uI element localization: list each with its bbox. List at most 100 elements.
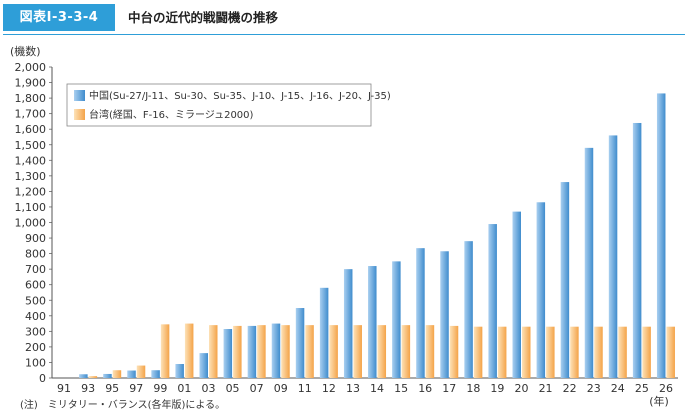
bar-taiwan xyxy=(281,325,290,378)
bar-taiwan xyxy=(112,370,122,378)
bar-china xyxy=(608,135,618,378)
x-tick-label: 13 xyxy=(346,382,360,395)
bar-china xyxy=(392,261,401,378)
source-note: (注) ミリタリー・バランス(各年版)による。 xyxy=(20,400,226,411)
y-tick-label: 2,000 xyxy=(15,61,47,74)
bar-china xyxy=(295,308,305,378)
bar-china xyxy=(103,373,112,378)
bar-taiwan xyxy=(209,325,218,378)
x-tick-label: 15 xyxy=(394,382,408,395)
x-tick-label: 17 xyxy=(442,382,456,395)
x-tick-label: 21 xyxy=(539,382,553,395)
bar-taiwan xyxy=(257,325,266,378)
bar-china xyxy=(247,325,257,378)
y-tick-label: 800 xyxy=(25,248,46,261)
x-tick-label: 25 xyxy=(635,382,649,395)
y-tick-label: 1,200 xyxy=(15,185,47,198)
bar-taiwan xyxy=(184,323,194,378)
bar-china xyxy=(79,374,88,378)
bar-china xyxy=(271,323,281,378)
x-tick-label: 07 xyxy=(250,382,264,395)
x-tick-label: 14 xyxy=(370,382,384,395)
y-tick-label: 300 xyxy=(25,325,46,338)
x-tick-label: 01 xyxy=(177,382,191,395)
bar-china xyxy=(656,93,666,378)
bar-taiwan xyxy=(425,325,435,378)
x-tick-label: 99 xyxy=(153,382,167,395)
bar-taiwan xyxy=(449,325,459,378)
legend-box xyxy=(66,83,372,127)
figure-title: 中台の近代的戦闘機の推移 xyxy=(128,10,279,25)
bar-china xyxy=(368,266,377,378)
bar-china xyxy=(416,248,425,378)
bar-china xyxy=(464,241,473,378)
x-tick-label: 16 xyxy=(418,382,432,395)
legend-label-china: 中国(Su-27/J-11、Su-30、Su-35、J-10、J-15、J-16… xyxy=(89,89,391,102)
bar-china xyxy=(175,364,184,378)
bar-taiwan xyxy=(88,376,98,378)
y-axis-label: (機数) xyxy=(10,44,41,58)
bar-china xyxy=(632,122,642,378)
y-tick-label: 600 xyxy=(25,279,46,292)
bar-china xyxy=(223,329,233,378)
y-tick-label: 1,000 xyxy=(15,217,47,230)
y-tick-label: 1,500 xyxy=(15,139,47,152)
bar-taiwan xyxy=(305,325,314,378)
x-tick-label: 03 xyxy=(202,382,216,395)
y-tick-label: 100 xyxy=(25,356,46,369)
y-tick-label: 1,400 xyxy=(15,154,47,167)
bar-taiwan xyxy=(642,326,651,378)
bar-taiwan xyxy=(666,326,675,378)
bar-china xyxy=(319,287,329,378)
bar-taiwan xyxy=(522,326,531,378)
bar-taiwan xyxy=(233,325,242,378)
x-tick-label: 18 xyxy=(466,382,480,395)
bar-taiwan xyxy=(546,326,555,378)
y-tick-label: 1,700 xyxy=(15,108,47,121)
y-tick-label: 700 xyxy=(25,263,46,276)
x-tick-label: 19 xyxy=(490,382,504,395)
y-tick-label: 0 xyxy=(39,372,46,385)
legend-swatch-china xyxy=(74,90,85,101)
bar-china xyxy=(488,224,497,378)
bar-taiwan xyxy=(329,325,338,378)
figure-header: 図表Ⅰ-3-3-4 中台の近代的戦闘機の推移 xyxy=(0,0,688,36)
x-axis-unit: (年) xyxy=(649,394,669,408)
bar-china xyxy=(512,211,521,378)
bar-taiwan xyxy=(497,326,507,378)
x-tick-label: 97 xyxy=(129,382,143,395)
x-tick-label: 91 xyxy=(57,382,71,395)
bar-china xyxy=(151,370,160,378)
y-tick-label: 200 xyxy=(25,341,46,354)
figure-number-badge: 図表Ⅰ-3-3-4 xyxy=(3,4,115,31)
x-tick-label: 05 xyxy=(226,382,240,395)
y-tick-label: 500 xyxy=(25,294,46,307)
x-tick-label: 09 xyxy=(274,382,288,395)
x-tick-label: 26 xyxy=(659,382,673,395)
y-tick-label: 1,900 xyxy=(15,77,47,90)
x-tick-label: 20 xyxy=(515,382,529,395)
bar-taiwan xyxy=(353,325,362,378)
x-tick-label: 12 xyxy=(322,382,336,395)
bar-taiwan xyxy=(618,326,627,378)
bar-taiwan xyxy=(377,325,387,378)
x-tick-label: 11 xyxy=(298,382,312,395)
x-tick-label: 23 xyxy=(587,382,601,395)
bar-china xyxy=(584,147,594,378)
y-tick-label: 1,100 xyxy=(15,201,47,214)
bar-taiwan xyxy=(570,326,579,378)
bar-china xyxy=(536,202,546,378)
bar-china xyxy=(440,251,449,378)
y-tick-label: 1,300 xyxy=(15,170,47,183)
legend-swatch-taiwan xyxy=(74,109,85,120)
bar-taiwan xyxy=(594,326,603,378)
bar-taiwan xyxy=(136,365,146,378)
y-tick-label: 400 xyxy=(25,310,46,323)
bar-taiwan xyxy=(160,324,170,378)
bar-china xyxy=(343,269,353,378)
x-tick-label: 93 xyxy=(81,382,95,395)
y-tick-label: 1,600 xyxy=(15,123,47,136)
x-tick-label: 95 xyxy=(105,382,119,395)
